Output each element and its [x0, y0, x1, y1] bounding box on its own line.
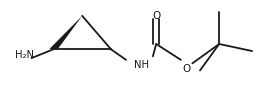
Polygon shape — [50, 16, 82, 50]
Text: O: O — [152, 11, 160, 21]
Text: NH: NH — [134, 60, 149, 70]
Text: O: O — [182, 64, 190, 74]
Text: H₂N: H₂N — [15, 50, 34, 60]
